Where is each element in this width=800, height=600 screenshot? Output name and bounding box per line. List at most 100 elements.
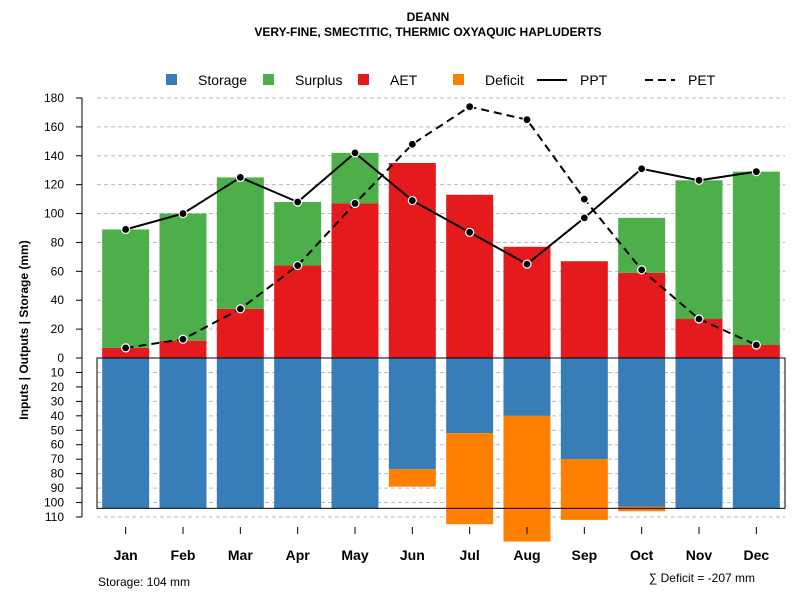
x-tick-label: Jun bbox=[400, 547, 425, 563]
legend-deficit-swatch bbox=[453, 74, 464, 85]
storage-bar bbox=[675, 358, 723, 509]
storage-bar bbox=[102, 358, 150, 509]
storage-bar bbox=[331, 358, 379, 509]
aet-bar bbox=[618, 272, 666, 358]
storage-bar bbox=[732, 358, 780, 509]
chart-subtitle: VERY-FINE, SMECTITIC, THERMIC OXYAQUIC H… bbox=[254, 25, 601, 39]
ppt-point bbox=[121, 224, 131, 235]
legend-deficit-label: Deficit bbox=[485, 72, 524, 88]
ppt-point bbox=[522, 259, 532, 269]
y-tick-label: 100 bbox=[44, 496, 64, 510]
aet-bar bbox=[274, 265, 322, 358]
aet-bar bbox=[732, 345, 780, 358]
y-tick-label: 0 bbox=[57, 351, 64, 365]
ppt-point bbox=[350, 148, 360, 158]
x-tick-label: Jul bbox=[460, 547, 480, 563]
bars bbox=[102, 152, 780, 542]
axes: 0204060801001201401601801020304050607080… bbox=[44, 91, 786, 563]
storage-capacity-box bbox=[96, 357, 786, 509]
storage-bar bbox=[446, 358, 494, 434]
surplus-bar bbox=[216, 177, 264, 309]
deficit-bar bbox=[503, 415, 551, 542]
ppt-point bbox=[407, 195, 417, 206]
storage-bar bbox=[388, 358, 436, 470]
y-tick-label: 180 bbox=[44, 91, 64, 105]
y-tick-label: 100 bbox=[44, 207, 64, 221]
legend: Storage Surplus AET Deficit PPT PET bbox=[166, 72, 716, 88]
x-tick-label: Jan bbox=[114, 547, 138, 563]
surplus-bar bbox=[732, 171, 780, 345]
x-tick-label: Nov bbox=[686, 547, 713, 563]
x-tick-label: Aug bbox=[513, 547, 540, 563]
y-tick-label: 40 bbox=[51, 293, 65, 307]
y-tick-label: 120 bbox=[44, 178, 64, 192]
ppt-point bbox=[178, 208, 188, 219]
deficit-bar bbox=[618, 506, 666, 512]
chart-title: DEANN bbox=[407, 10, 450, 24]
y-tick-label: 10 bbox=[51, 365, 65, 379]
x-tick-label: Mar bbox=[228, 547, 253, 563]
pet-point bbox=[178, 334, 188, 344]
aet-bar bbox=[388, 163, 436, 358]
x-tick-label: Sep bbox=[571, 547, 597, 563]
y-tick-label: 20 bbox=[51, 380, 65, 394]
footer-storage: Storage: 104 mm bbox=[98, 575, 190, 589]
pet-line bbox=[125, 105, 757, 349]
legend-aet-label: AET bbox=[390, 72, 418, 88]
legend-surplus-swatch bbox=[263, 74, 274, 85]
ppt-point bbox=[694, 175, 704, 185]
deficit-bar bbox=[560, 459, 608, 520]
surplus-bar bbox=[331, 152, 379, 204]
y-tick-label: 60 bbox=[51, 264, 65, 278]
ppt-point bbox=[293, 197, 303, 207]
y-tick-label: 110 bbox=[45, 510, 64, 524]
ppt-point bbox=[637, 164, 647, 174]
x-tick-label: Apr bbox=[286, 547, 311, 563]
y-tick-label: 40 bbox=[51, 409, 65, 423]
ppt-point bbox=[751, 167, 761, 177]
ppt-point bbox=[465, 227, 475, 237]
pet-point bbox=[579, 194, 589, 204]
storage-bar bbox=[274, 358, 322, 509]
pet-point bbox=[350, 198, 360, 209]
y-tick-label: 140 bbox=[44, 149, 64, 163]
storage-bar bbox=[503, 358, 551, 416]
footer-deficit: ∑ Deficit = -207 mm bbox=[649, 571, 755, 585]
x-tick-label: Feb bbox=[171, 547, 196, 563]
ppt-line bbox=[125, 151, 757, 266]
legend-pet-label: PET bbox=[688, 72, 716, 88]
y-tick-label: 80 bbox=[51, 235, 65, 249]
y-tick-label: 20 bbox=[51, 322, 65, 336]
surplus-bar bbox=[159, 213, 207, 341]
storage-bar bbox=[216, 358, 264, 509]
y-tick-label: 70 bbox=[51, 452, 65, 466]
pet-point bbox=[637, 265, 647, 275]
y-tick-label: 30 bbox=[51, 394, 65, 408]
storage-bar bbox=[560, 358, 608, 460]
deficit-bar bbox=[388, 469, 436, 487]
legend-storage-label: Storage bbox=[198, 72, 247, 88]
grid-lines bbox=[97, 97, 785, 518]
legend-surplus-label: Surplus bbox=[295, 72, 342, 88]
pet-point bbox=[235, 304, 245, 314]
pet-point bbox=[694, 314, 704, 324]
y-tick-label: 90 bbox=[51, 481, 65, 495]
storage-bar bbox=[159, 358, 207, 509]
y-tick-label: 50 bbox=[51, 423, 65, 437]
deficit-bar bbox=[446, 433, 494, 525]
pet-point bbox=[465, 102, 475, 112]
x-tick-label: Oct bbox=[630, 547, 654, 563]
y-tick-label: 80 bbox=[51, 467, 65, 481]
aet-bar bbox=[102, 347, 150, 358]
aet-bar bbox=[446, 194, 494, 358]
legend-ppt-label: PPT bbox=[580, 72, 608, 88]
legend-aet-swatch bbox=[358, 74, 369, 85]
pet-point bbox=[293, 260, 303, 271]
pet-point bbox=[751, 340, 761, 350]
y-tick-label: 60 bbox=[51, 438, 65, 452]
ppt-point bbox=[235, 172, 245, 183]
surplus-bar bbox=[675, 180, 723, 319]
pet-point bbox=[522, 115, 532, 125]
x-tick-label: Dec bbox=[743, 547, 769, 563]
